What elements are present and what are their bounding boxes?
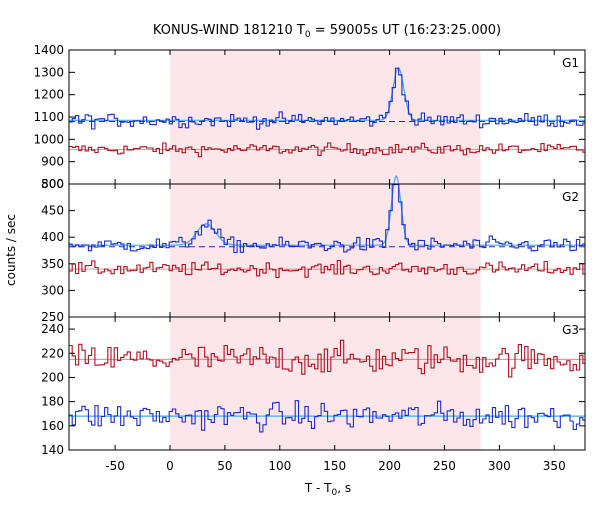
y-tick-label: 160 bbox=[41, 419, 64, 433]
background-series bbox=[69, 339, 585, 378]
panel-label: G3 bbox=[562, 323, 579, 337]
y-tick-label: 1200 bbox=[33, 88, 64, 102]
x-tick-label: 200 bbox=[378, 459, 401, 473]
panel-frame bbox=[68, 316, 586, 451]
x-tick-label: 350 bbox=[543, 459, 566, 473]
burst-series bbox=[69, 67, 585, 130]
y-tick-label: 200 bbox=[41, 370, 64, 384]
y-tick-label: 180 bbox=[41, 395, 64, 409]
y-tick-label: 500 bbox=[41, 177, 64, 191]
x-tick-label: 150 bbox=[323, 459, 346, 473]
text-layer: 80090010001100120013001400G1250300350400… bbox=[33, 43, 579, 473]
background-series bbox=[69, 142, 585, 158]
y-tick-label: 1400 bbox=[33, 43, 64, 57]
y-tick-label: 250 bbox=[41, 310, 64, 324]
fit-curve bbox=[69, 174, 585, 246]
y-tick-label: 450 bbox=[41, 204, 64, 218]
y-tick-label: 240 bbox=[41, 322, 64, 336]
y-tick-label: 350 bbox=[41, 257, 64, 271]
x-tick-label: 250 bbox=[433, 459, 456, 473]
y-tick-label: 220 bbox=[41, 346, 64, 360]
background-series bbox=[69, 259, 585, 279]
x-tick-label: 0 bbox=[166, 459, 174, 473]
panel-label: G1 bbox=[562, 56, 579, 70]
burst-series bbox=[69, 183, 585, 254]
panel-label: G2 bbox=[562, 190, 579, 204]
y-tick-label: 140 bbox=[41, 443, 64, 457]
y-tick-label: 1000 bbox=[33, 132, 64, 146]
series-layer bbox=[69, 67, 585, 433]
x-axis-label: T - T0, s bbox=[304, 481, 351, 498]
x-tick-label: 100 bbox=[268, 459, 291, 473]
shaded-interval bbox=[170, 317, 481, 450]
y-tick-label: 900 bbox=[41, 155, 64, 169]
y-tick-label: 300 bbox=[41, 283, 64, 297]
x-tick-label: 50 bbox=[217, 459, 232, 473]
frame-layer bbox=[68, 49, 586, 451]
x-tick-label: 300 bbox=[488, 459, 511, 473]
chart-title: KONUS-WIND 181210 T0 = 59005s UT (16:23:… bbox=[153, 23, 501, 40]
y-tick-label: 1100 bbox=[33, 110, 64, 124]
y-tick-label: 1300 bbox=[33, 65, 64, 79]
burst-series bbox=[69, 400, 585, 433]
y-axis-label: counts / sec bbox=[4, 214, 18, 286]
y-tick-label: 400 bbox=[41, 230, 64, 244]
y-tick-label: 800 bbox=[41, 177, 64, 191]
x-tick-label: -50 bbox=[105, 459, 125, 473]
